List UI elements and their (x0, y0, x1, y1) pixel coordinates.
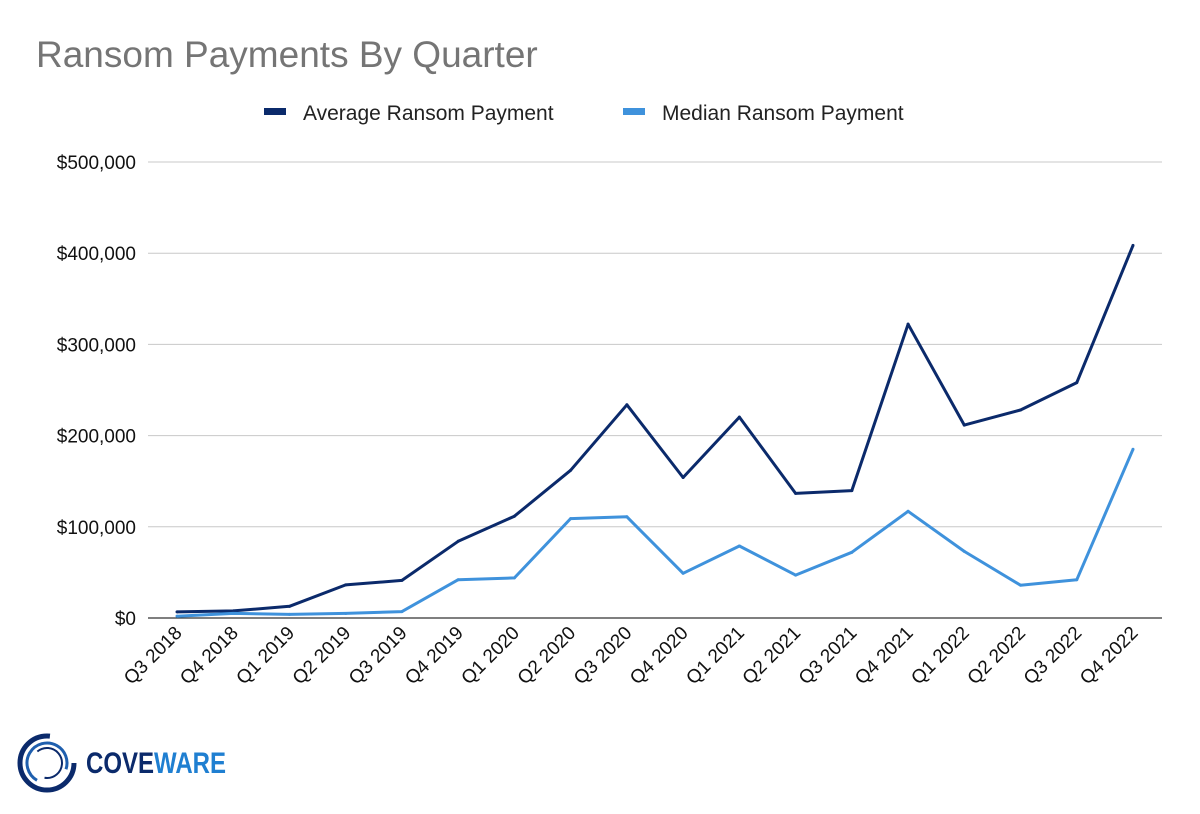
x-tick-label: Q4 2019 (401, 623, 467, 689)
logo-text-dark: COVE (86, 747, 155, 780)
chart-title: Ransom Payments By Quarter (36, 34, 538, 75)
data-point (344, 583, 348, 587)
y-tick-label: $300,000 (57, 335, 136, 356)
data-point (569, 517, 573, 521)
x-tick-label: Q3 2022 (1020, 623, 1086, 689)
data-point (1131, 447, 1135, 451)
data-point (231, 609, 235, 613)
data-point (625, 403, 629, 407)
x-tick-label: Q4 2018 (176, 623, 242, 689)
data-point (512, 576, 516, 580)
data-point (569, 468, 573, 472)
x-tick-label: Q4 2022 (1076, 623, 1142, 689)
data-point (794, 573, 798, 577)
logo-swirl-icon (17, 733, 77, 793)
legend-swatch (623, 108, 645, 115)
data-point (456, 578, 460, 582)
x-tick-label: Q2 2021 (739, 623, 805, 689)
data-point (962, 423, 966, 427)
y-tick-label: $400,000 (57, 244, 136, 265)
x-tick-label: Q2 2022 (964, 623, 1030, 689)
legend-swatch (264, 108, 286, 115)
data-point (681, 475, 685, 479)
x-tick-label: Q4 2020 (626, 623, 692, 689)
x-tick-label: Q2 2020 (514, 623, 580, 689)
y-tick-label: $0 (115, 609, 136, 630)
data-point (1019, 583, 1023, 587)
data-point (1075, 578, 1079, 582)
data-point (456, 539, 460, 543)
series-line-median (176, 448, 1135, 618)
y-tick-label: $200,000 (57, 427, 136, 448)
data-point (287, 612, 291, 616)
data-point (850, 550, 854, 554)
data-point (737, 544, 741, 548)
data-point (344, 611, 348, 615)
x-tick-label: Q3 2018 (120, 623, 186, 689)
coveware-logo: COVEWARE (16, 730, 226, 800)
x-tick-label: Q3 2020 (570, 623, 636, 689)
x-tick-label: Q3 2021 (795, 623, 861, 689)
y-tick-label: $100,000 (57, 518, 136, 539)
x-tick-label: Q2 2019 (289, 623, 355, 689)
data-point (681, 571, 685, 575)
data-point (287, 604, 291, 608)
data-point (625, 515, 629, 519)
x-tick-label: Q1 2021 (682, 623, 748, 689)
x-tick-label: Q1 2022 (907, 623, 973, 689)
data-point (906, 509, 910, 513)
data-point (512, 514, 516, 518)
x-tick-label: Q1 2020 (458, 623, 524, 689)
data-point (850, 489, 854, 493)
data-point (962, 549, 966, 553)
x-tick-label: Q4 2021 (851, 623, 917, 689)
x-tick-label: Q1 2019 (233, 623, 299, 689)
data-point (400, 610, 404, 614)
data-point (1019, 408, 1023, 412)
data-point (737, 415, 741, 419)
data-point (1075, 381, 1079, 385)
legend-label: Average Ransom Payment (303, 102, 554, 125)
series-line-average (176, 244, 1135, 614)
data-point (175, 610, 179, 614)
logo-wordmark: COVEWARE (86, 747, 226, 781)
data-point (906, 322, 910, 326)
x-tick-label: Q3 2019 (345, 623, 411, 689)
data-point (794, 491, 798, 495)
logo-text-light: WARE (154, 747, 227, 780)
data-point (400, 578, 404, 582)
data-point (231, 611, 235, 615)
data-point (175, 614, 179, 618)
legend-label: Median Ransom Payment (662, 102, 904, 125)
y-tick-label: $500,000 (57, 153, 136, 174)
data-point (1131, 243, 1135, 247)
